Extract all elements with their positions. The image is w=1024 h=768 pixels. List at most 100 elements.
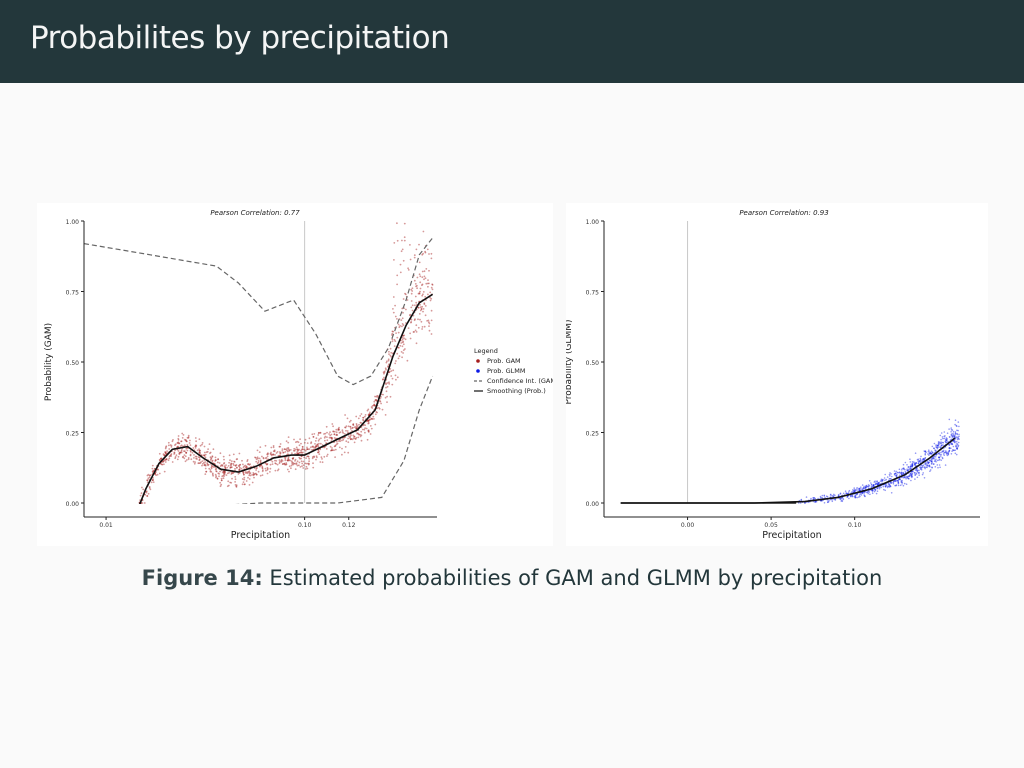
data-point <box>430 252 433 255</box>
data-point <box>911 462 914 465</box>
data-point <box>934 456 937 458</box>
data-point <box>902 484 905 487</box>
data-point <box>887 485 889 488</box>
data-point <box>211 455 214 457</box>
data-point <box>403 222 406 225</box>
data-point <box>204 453 207 456</box>
data-point <box>330 449 333 452</box>
data-point <box>373 400 376 403</box>
data-point <box>347 441 350 444</box>
data-point <box>254 456 257 459</box>
data-point <box>910 479 912 482</box>
data-point <box>363 428 366 431</box>
data-point <box>223 471 226 474</box>
data-point <box>954 433 957 435</box>
data-point <box>194 455 197 458</box>
data-point <box>874 482 877 484</box>
data-point <box>261 470 264 473</box>
data-point <box>215 470 218 472</box>
data-point <box>928 454 930 456</box>
data-point <box>244 464 247 467</box>
data-point <box>301 446 304 448</box>
data-point <box>934 459 937 462</box>
data-point <box>174 444 176 446</box>
data-point <box>234 465 237 467</box>
data-point <box>883 477 886 479</box>
data-point <box>238 468 241 471</box>
data-point <box>247 476 249 479</box>
data-point <box>316 443 319 446</box>
data-point <box>954 449 956 451</box>
data-point <box>183 438 186 441</box>
data-point <box>266 466 269 469</box>
data-point <box>924 457 926 459</box>
data-point <box>411 304 414 307</box>
data-point <box>845 492 848 495</box>
data-point <box>833 498 835 501</box>
data-point <box>264 457 267 459</box>
data-point <box>264 467 267 470</box>
data-point <box>262 469 264 471</box>
data-point <box>430 257 433 260</box>
data-point <box>189 439 191 442</box>
data-point <box>919 466 921 469</box>
data-point <box>924 466 926 469</box>
figure-caption: Figure 14: Estimated probabilities of GA… <box>0 566 1024 590</box>
data-point <box>315 455 318 457</box>
data-point <box>309 446 312 449</box>
data-point <box>169 444 172 446</box>
data-point <box>230 460 233 462</box>
data-point <box>229 467 232 469</box>
data-point <box>305 457 307 459</box>
data-point <box>245 466 248 468</box>
data-point <box>349 435 352 438</box>
data-point <box>402 259 405 262</box>
data-point <box>287 458 290 461</box>
data-point <box>958 433 960 436</box>
data-point <box>832 495 834 498</box>
data-point <box>282 451 284 454</box>
data-point <box>907 475 910 478</box>
data-point <box>941 456 944 459</box>
data-point <box>205 470 208 473</box>
data-point <box>921 460 923 463</box>
data-point <box>877 482 879 484</box>
data-point <box>957 445 959 448</box>
data-point <box>233 461 236 463</box>
data-point <box>243 478 246 481</box>
data-point <box>895 475 898 478</box>
data-point <box>178 442 180 445</box>
data-point <box>410 321 412 324</box>
data-point <box>414 304 416 307</box>
data-point <box>415 301 418 304</box>
data-point <box>930 460 933 463</box>
data-point <box>937 444 940 446</box>
data-point <box>369 411 371 414</box>
legend-item-label: Prob. GAM <box>487 357 521 365</box>
data-point <box>404 338 407 341</box>
data-point <box>429 299 432 302</box>
data-point <box>257 470 260 473</box>
data-point <box>909 466 911 469</box>
data-point <box>343 451 346 454</box>
data-point <box>399 344 402 347</box>
data-point <box>923 477 926 479</box>
data-point <box>314 440 317 442</box>
data-point <box>827 500 830 503</box>
data-point <box>924 454 926 456</box>
data-point <box>386 385 389 388</box>
data-point <box>315 458 317 461</box>
data-point <box>894 474 896 476</box>
data-point <box>256 449 259 452</box>
data-point <box>170 453 173 455</box>
data-point <box>345 425 348 428</box>
data-point <box>849 494 852 497</box>
data-point <box>943 435 945 438</box>
data-point <box>894 472 897 475</box>
data-point <box>888 483 891 485</box>
data-point <box>938 441 941 444</box>
data-point <box>292 457 294 460</box>
data-point <box>392 308 394 310</box>
data-point <box>160 463 163 466</box>
data-point <box>911 465 914 467</box>
